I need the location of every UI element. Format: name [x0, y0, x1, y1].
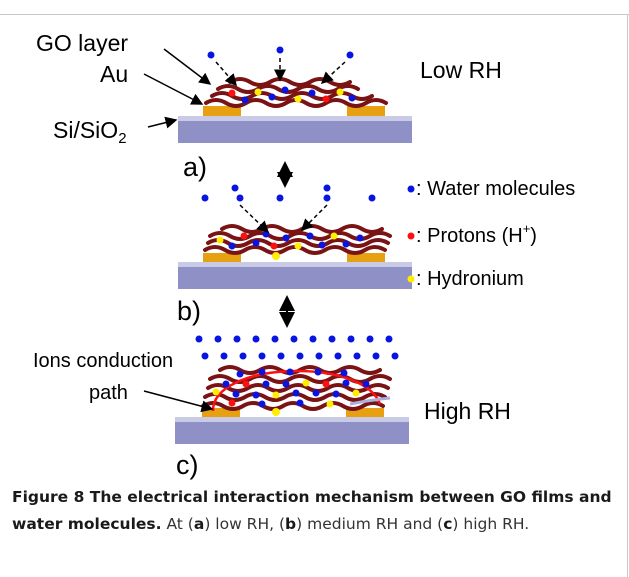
figure-caption: Figure 8 The electrical interaction mech…	[12, 484, 612, 538]
substrate-c	[175, 420, 409, 444]
water-molecule	[201, 352, 209, 360]
water-molecules-b-free	[201, 184, 376, 202]
legend-water-label: : Water molecules	[416, 178, 575, 200]
substrate-b-top	[178, 262, 412, 267]
panel-a	[178, 46, 412, 143]
label-panel-c: c)	[176, 450, 199, 480]
water-molecules-c-free	[195, 335, 399, 360]
water-molecule	[239, 352, 247, 360]
label-high-rh: High RH	[424, 398, 511, 424]
substrate-c-top	[175, 417, 409, 422]
panel-b	[178, 184, 412, 289]
frame-top-border	[0, 14, 629, 15]
water-molecule	[258, 352, 266, 360]
water-molecule	[385, 335, 393, 343]
water-molecule	[372, 352, 380, 360]
caption-title: Figure 8 The electrical interaction mech…	[12, 488, 612, 533]
caption-text-2: ) low RH, (	[204, 515, 286, 533]
water-molecule	[214, 335, 222, 343]
water-molecule	[315, 352, 323, 360]
gold-electrode-a-left	[203, 106, 241, 116]
dashed-arrows-a	[215, 58, 346, 87]
caption-ref-a: a	[193, 515, 205, 533]
gold-electrode-c-right	[346, 408, 384, 417]
water-molecules-a-free	[207, 46, 354, 59]
ion-conduction-path-right	[349, 396, 391, 406]
legend-water-swatch	[407, 185, 415, 193]
water-molecule	[328, 335, 336, 343]
gold-electrode-b-left	[203, 253, 241, 262]
water-molecule	[233, 335, 241, 343]
water-molecule	[296, 352, 304, 360]
gold-electrode-a-right	[347, 106, 385, 116]
ions-path-pointer	[143, 390, 214, 413]
label-go-layer: GO layer	[36, 30, 128, 56]
caption-ref-c: c	[443, 515, 453, 533]
caption-text-4: ) high RH.	[452, 515, 530, 533]
label-panel-b: b)	[177, 296, 201, 326]
legend-hydronium-label: : Hydronium	[416, 268, 524, 290]
label-path: path	[89, 382, 128, 404]
gold-electrode-b-right	[347, 253, 385, 262]
frame-right-border	[627, 14, 628, 577]
legend-proton-swatch	[407, 232, 415, 240]
water-molecule	[290, 335, 298, 343]
panel-c	[175, 365, 409, 444]
water-molecule	[195, 335, 203, 343]
legend-hydronium-swatch	[407, 275, 415, 283]
water-molecule	[353, 352, 361, 360]
water-molecule	[277, 352, 285, 360]
dashed-arrows-b	[239, 204, 328, 234]
water-molecule	[391, 352, 399, 360]
ions-c	[212, 368, 370, 416]
substrate-a-top	[178, 116, 412, 121]
label-si-sio2: Si/SiO2	[53, 117, 127, 147]
water-molecule	[220, 352, 228, 360]
water-molecule	[347, 335, 355, 343]
water-molecule	[309, 335, 317, 343]
water-molecule	[252, 335, 260, 343]
label-panel-a: a)	[183, 152, 207, 182]
water-molecule	[271, 335, 279, 343]
legend-proton-label: : Protons (H+)	[416, 221, 537, 247]
legend: : Water molecules : Protons (H+) : Hydro…	[407, 178, 575, 290]
label-low-rh: Low RH	[420, 57, 502, 83]
caption-text-3: ) medium RH and (	[296, 515, 444, 533]
ions-a	[228, 86, 356, 104]
gold-electrode-c-left	[202, 408, 240, 417]
label-au: Au	[100, 61, 128, 87]
label-ions-conduction: Ions conduction	[33, 350, 173, 372]
substrate-a	[178, 119, 412, 143]
substrate-b	[178, 265, 412, 289]
go-sheets-b	[203, 224, 392, 255]
caption-text-1: At (	[161, 515, 194, 533]
ions-b	[216, 230, 364, 260]
label-pointers	[143, 48, 212, 129]
water-molecule	[334, 352, 342, 360]
water-molecule	[366, 335, 374, 343]
caption-ref-b: b	[285, 515, 297, 533]
